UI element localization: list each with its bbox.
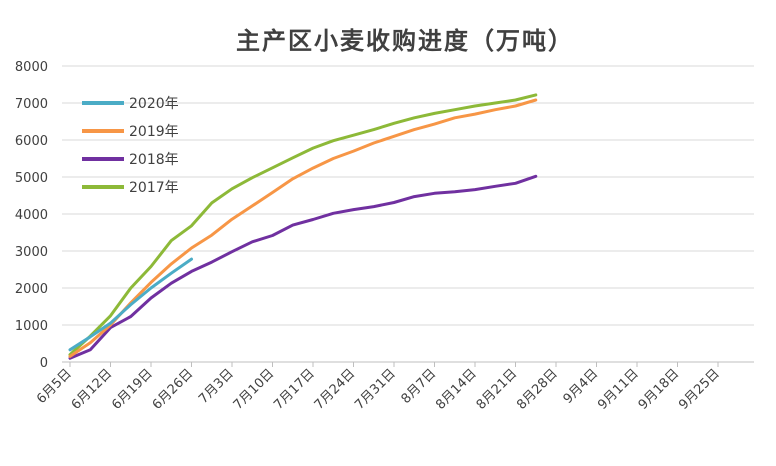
legend-label: 2017年 xyxy=(129,180,179,196)
x-tick-label: 9月11日 xyxy=(595,366,642,413)
y-tick-label: 7000 xyxy=(15,97,48,112)
y-tick-label: 3000 xyxy=(15,245,48,260)
legend-label: 2019年 xyxy=(129,124,179,140)
x-tick-label: 8月28日 xyxy=(514,366,561,413)
legend-label: 2020年 xyxy=(129,96,179,112)
series-line-2020年 xyxy=(68,257,193,352)
y-tick-label: 6000 xyxy=(15,134,48,149)
x-tick-label: 9月25日 xyxy=(676,366,723,413)
x-tick-label: 7月3日 xyxy=(196,366,237,407)
y-tick-label: 5000 xyxy=(15,171,48,186)
chart-title: 主产区小麦收购进度（万吨） xyxy=(236,27,574,55)
x-tick-label: 8月7日 xyxy=(399,366,440,407)
x-tick-label: 9月18日 xyxy=(636,366,683,413)
legend-label: 2018年 xyxy=(129,152,179,168)
y-tick-label: 2000 xyxy=(15,282,48,297)
y-tick-label: 1000 xyxy=(15,319,48,334)
x-tick-label: 7月10日 xyxy=(231,366,278,413)
x-tick-label: 9月4日 xyxy=(561,366,602,407)
y-tick-label: 8000 xyxy=(15,60,48,75)
x-tick-label: 6月5日 xyxy=(34,366,75,407)
series-line-2017年 xyxy=(68,93,538,357)
x-tick-label: 8月14日 xyxy=(433,366,480,413)
y-tick-label: 0 xyxy=(40,356,48,371)
x-tick-label: 6月26日 xyxy=(150,366,197,413)
x-tick-label: 8月21日 xyxy=(474,366,521,413)
x-tick-label: 7月17日 xyxy=(271,366,318,413)
x-tick-label: 7月31日 xyxy=(352,366,399,413)
x-tick-label: 7月24日 xyxy=(312,366,359,413)
series-line-2018年 xyxy=(68,174,538,360)
y-tick-label: 4000 xyxy=(15,208,48,223)
x-tick-label: 6月19日 xyxy=(109,366,156,413)
x-tick-label: 6月12日 xyxy=(69,366,116,413)
series-line-2019年 xyxy=(68,98,538,358)
